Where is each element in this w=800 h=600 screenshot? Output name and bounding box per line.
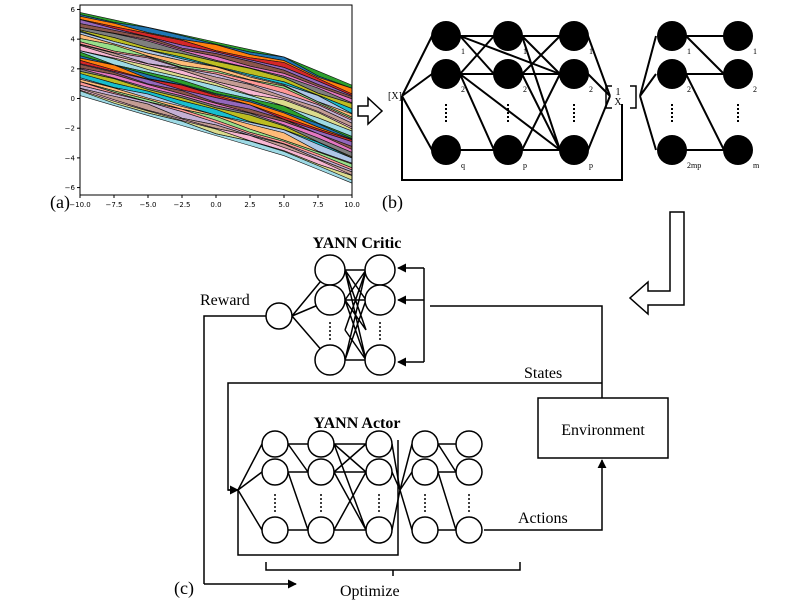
environment-box bbox=[537, 397, 669, 459]
critic-title: YANN Critic bbox=[313, 235, 402, 252]
optimize-label: Optimize bbox=[340, 583, 400, 600]
network-node bbox=[411, 430, 439, 458]
network-node bbox=[493, 135, 523, 165]
stack-bottom-label: X bbox=[614, 97, 622, 108]
node-index-label: 2mp bbox=[687, 161, 701, 170]
network-node bbox=[307, 458, 335, 486]
panel-label-b: (b) bbox=[382, 192, 403, 213]
network-node bbox=[411, 458, 439, 486]
network-node bbox=[365, 430, 393, 458]
network-node bbox=[411, 516, 439, 544]
arrow-b-to-c bbox=[628, 211, 685, 316]
network-node bbox=[314, 344, 346, 376]
network-node bbox=[261, 458, 289, 486]
y-tick-label: 6 bbox=[71, 6, 76, 14]
network-node bbox=[455, 430, 483, 458]
node-index-label: 1 bbox=[687, 47, 691, 56]
x-tick-label: 0.0 bbox=[210, 201, 221, 209]
node-index-label: 2 bbox=[753, 85, 757, 94]
actor-title: YANN Actor bbox=[314, 415, 401, 432]
y-tick-label: −4 bbox=[65, 154, 76, 162]
output-bracket-right bbox=[630, 85, 637, 109]
node-index-label: 2 bbox=[461, 85, 465, 94]
network-node bbox=[493, 21, 523, 51]
x-tick-label: −7.5 bbox=[106, 201, 123, 209]
network-node bbox=[265, 302, 293, 330]
x-tick-label: 7.5 bbox=[312, 201, 323, 209]
reward-label: Reward bbox=[200, 292, 250, 309]
node-index-label: p bbox=[589, 161, 593, 170]
x-tick-label: −2.5 bbox=[174, 201, 191, 209]
node-index-label: 1 bbox=[523, 47, 527, 56]
network-node bbox=[559, 135, 589, 165]
network-node bbox=[314, 254, 346, 286]
environment-label: Environment bbox=[561, 422, 645, 439]
network-node bbox=[455, 458, 483, 486]
network-node bbox=[261, 516, 289, 544]
y-tick-label: 0 bbox=[71, 95, 75, 103]
node-index-label: p bbox=[523, 161, 527, 170]
network-node bbox=[493, 59, 523, 89]
x-tick-label: −10.0 bbox=[69, 201, 90, 209]
arrow-a-to-b bbox=[357, 96, 384, 126]
panel-c-nodes bbox=[261, 254, 483, 544]
panel-a-plot: −10.0 −7.5 −5.0 −2.5 0.0 2.5 5.0 7.5 10.0 6 4 2 0 −2… bbox=[65, 4, 360, 209]
plot-band bbox=[80, 90, 352, 184]
stack-top-label: 1 bbox=[616, 87, 621, 98]
network-node bbox=[559, 21, 589, 51]
network-node bbox=[431, 135, 461, 165]
network-node bbox=[559, 59, 589, 89]
network-node bbox=[364, 254, 396, 286]
network-node bbox=[723, 59, 753, 89]
network-node bbox=[307, 430, 335, 458]
network-node bbox=[657, 59, 687, 89]
node-index-label: 1 bbox=[753, 47, 757, 56]
network-node bbox=[431, 59, 461, 89]
states-label: States bbox=[524, 365, 562, 382]
network-node bbox=[364, 344, 396, 376]
network-node bbox=[364, 284, 396, 316]
network-node bbox=[455, 516, 483, 544]
network-node bbox=[314, 284, 346, 316]
network-node bbox=[307, 516, 335, 544]
input-label: [X] bbox=[388, 91, 402, 102]
y-tick-label: −2 bbox=[65, 125, 75, 133]
panel-label-a: (a) bbox=[50, 192, 70, 213]
network-node bbox=[365, 458, 393, 486]
network-node bbox=[723, 21, 753, 51]
actions-label: Actions bbox=[518, 510, 568, 527]
plot-bands bbox=[80, 12, 352, 184]
node-index-label: 1 bbox=[589, 47, 593, 56]
network-node bbox=[261, 430, 289, 458]
network-node bbox=[365, 516, 393, 544]
node-index-label: q bbox=[461, 161, 465, 170]
panel-label-c: (c) bbox=[174, 578, 194, 599]
node-index-label: 2 bbox=[687, 85, 691, 94]
network-node bbox=[431, 21, 461, 51]
panel-b-nodes: 1 2 q 1 2 p 1 2 p 1 2 2mp 1 2 m bbox=[431, 21, 760, 170]
y-tick-label: 4 bbox=[71, 36, 76, 44]
x-tick-label: 10.0 bbox=[344, 201, 360, 209]
panel-c-diagram bbox=[203, 263, 607, 589]
network-node bbox=[723, 135, 753, 165]
network-node bbox=[657, 135, 687, 165]
output-bracket-left bbox=[605, 85, 612, 109]
x-tick-label: 2.5 bbox=[244, 201, 255, 209]
panel-b-network bbox=[401, 35, 725, 181]
y-axis-ticks: 6 4 2 0 −2 −4 −6 bbox=[65, 6, 80, 192]
node-index-label: 2 bbox=[523, 85, 527, 94]
x-tick-label: 5.0 bbox=[278, 201, 289, 209]
y-tick-label: −6 bbox=[65, 184, 76, 192]
x-tick-label: −5.0 bbox=[140, 201, 157, 209]
node-index-label: 1 bbox=[461, 47, 465, 56]
node-index-label: 2 bbox=[589, 85, 593, 94]
x-axis-ticks: −10.0 −7.5 −5.0 −2.5 0.0 2.5 5.0 7.5 10.0 bbox=[69, 195, 360, 209]
node-index-label: m bbox=[753, 161, 760, 170]
y-tick-label: 2 bbox=[71, 65, 75, 73]
network-node bbox=[657, 21, 687, 51]
